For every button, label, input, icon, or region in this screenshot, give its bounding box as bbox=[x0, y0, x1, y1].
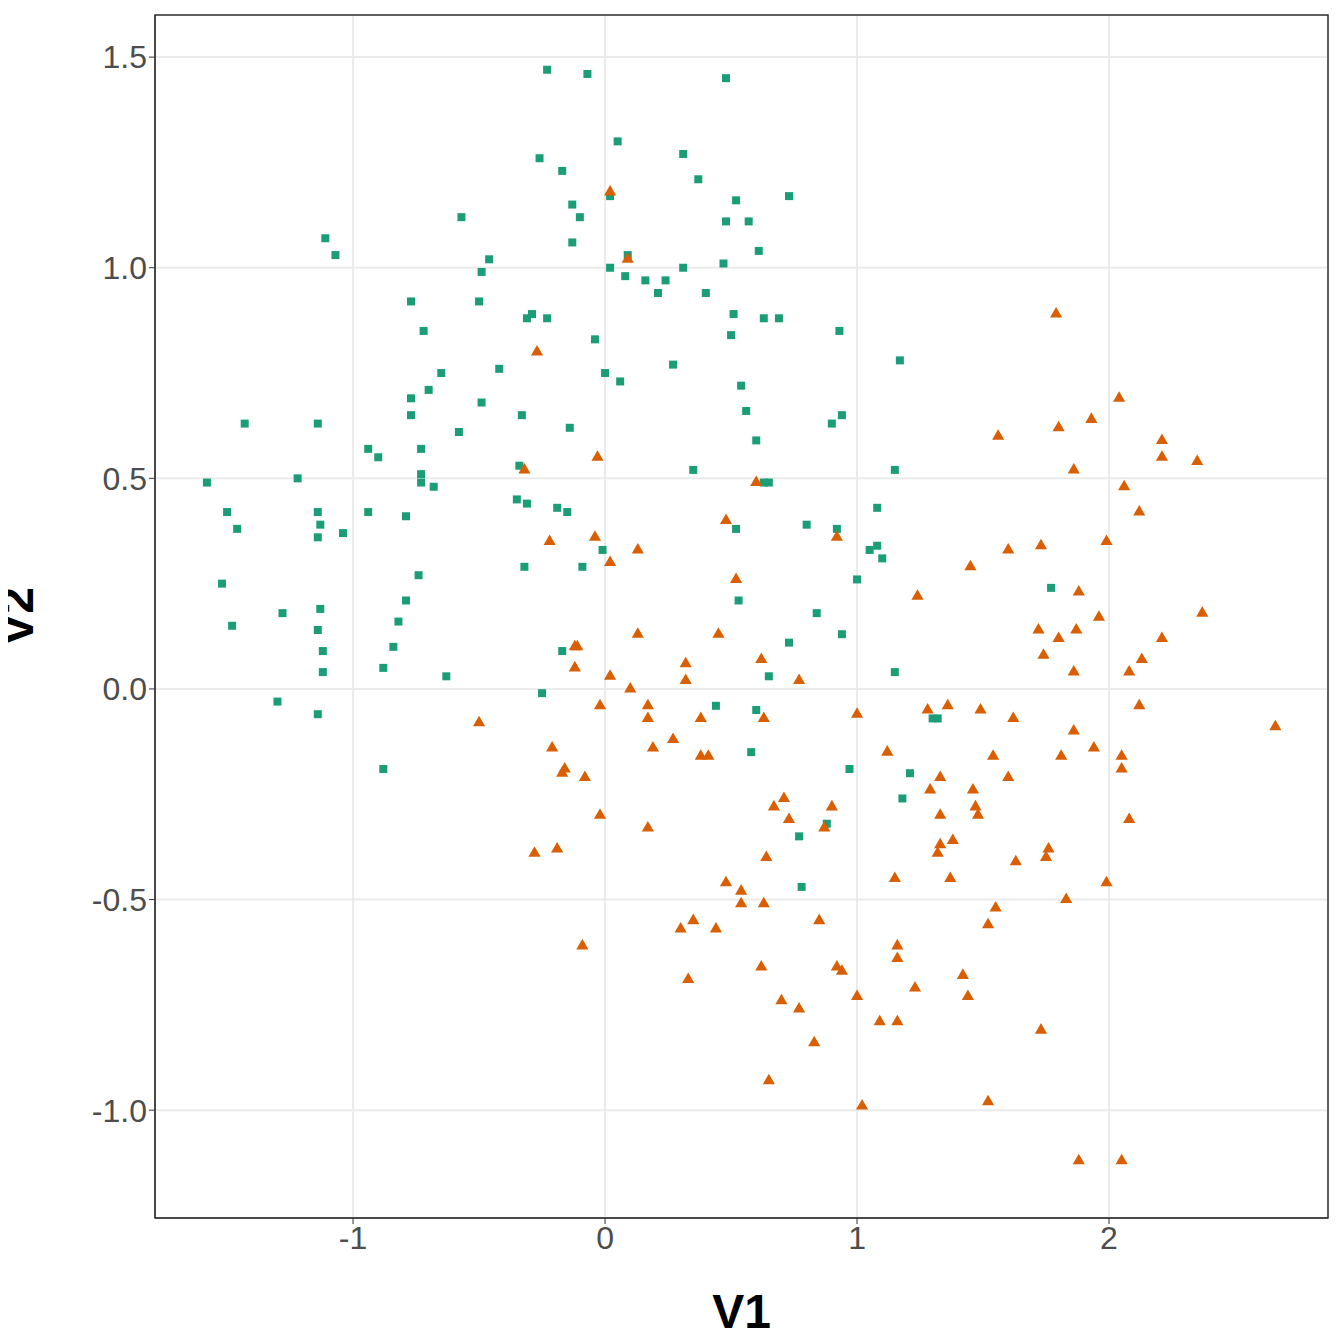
svg-text:-1.0: -1.0 bbox=[92, 1093, 147, 1129]
svg-text:0: 0 bbox=[596, 1220, 614, 1256]
svg-text:-0.5: -0.5 bbox=[92, 882, 147, 918]
svg-text:2: 2 bbox=[1100, 1220, 1118, 1256]
svg-text:0.0: 0.0 bbox=[103, 671, 147, 707]
svg-text:V1: V1 bbox=[712, 1285, 771, 1336]
svg-text:1: 1 bbox=[848, 1220, 866, 1256]
svg-text:V2: V2 bbox=[8, 587, 43, 646]
svg-text:0.5: 0.5 bbox=[103, 461, 147, 497]
svg-text:-1: -1 bbox=[339, 1220, 367, 1256]
svg-text:1.0: 1.0 bbox=[103, 250, 147, 286]
svg-text:1.5: 1.5 bbox=[103, 39, 147, 75]
